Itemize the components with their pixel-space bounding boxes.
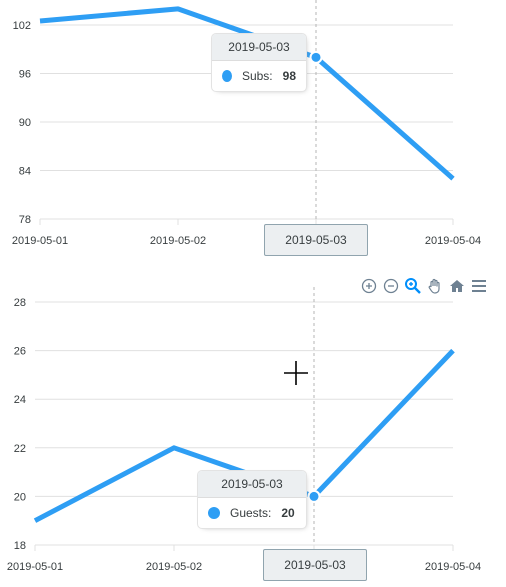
- tooltip-value: 20: [281, 506, 295, 520]
- tooltip-body: Subs: 98: [212, 61, 306, 91]
- y-tick-label: 26: [14, 346, 26, 358]
- x-tick-label: 2019-05-02: [150, 235, 206, 247]
- pan-hand-icon[interactable]: [426, 277, 444, 295]
- tooltip-body: Guests: 20: [198, 498, 306, 528]
- y-tick-label: 96: [19, 69, 31, 81]
- x-axis-tooltip: 2019-05-03: [263, 549, 367, 581]
- y-tick-label: 18: [14, 540, 26, 552]
- zoom-out-icon[interactable]: [382, 277, 400, 295]
- y-tick-label: 28: [14, 297, 26, 309]
- tooltip-series-label: Guests:: [230, 506, 272, 520]
- x-tick-label: 2019-05-04: [425, 561, 481, 573]
- tooltip-title: 2019-05-03: [212, 34, 306, 61]
- y-tick-label: 24: [14, 394, 26, 406]
- x-tick-label: 2019-05-04: [425, 235, 481, 247]
- menu-icon[interactable]: [470, 277, 488, 295]
- subs-line-chart[interactable]: 78 84 90 96 102 2019-05-01 2019-05-02 2019-05-…: [0, 0, 506, 262]
- y-axis-ticks: 18 20 22 24 26 28: [14, 297, 26, 552]
- grid-lines: [40, 24, 453, 220]
- hover-point-marker[interactable]: [309, 50, 323, 64]
- subs-tooltip: 2019-05-03 Subs: 98: [211, 33, 307, 92]
- series-marker-icon: [208, 507, 220, 519]
- x-tick-label: 2019-05-02: [146, 561, 202, 573]
- selection-zoom-icon[interactable]: [404, 277, 422, 295]
- grid-lines: [35, 301, 453, 546]
- zoom-in-icon[interactable]: [360, 277, 378, 295]
- crosshair-cursor-icon: [284, 361, 308, 385]
- tooltip-title: 2019-05-03: [198, 471, 306, 498]
- y-tick-label: 102: [13, 20, 31, 32]
- x-tick-label: 2019-05-01: [7, 561, 63, 573]
- hover-point-marker[interactable]: [307, 489, 321, 503]
- y-tick-label: 22: [14, 443, 26, 455]
- guests-tooltip: 2019-05-03 Guests: 20: [197, 470, 307, 529]
- tooltip-series-label: Subs:: [241, 69, 273, 83]
- y-tick-label: 84: [19, 166, 31, 178]
- y-tick-label: 78: [19, 214, 31, 226]
- y-axis-ticks: 78 84 90 96 102: [13, 20, 31, 226]
- tooltip-value: 98: [282, 69, 296, 83]
- series-marker-icon: [222, 70, 232, 82]
- x-axis-tooltip: 2019-05-03: [264, 224, 368, 256]
- chart-toolbar: [360, 277, 488, 295]
- guests-line-chart[interactable]: 18 20 22 24 26 28 2019-05-01 2019-05-02 2019-05…: [0, 287, 506, 587]
- reset-home-icon[interactable]: [448, 277, 466, 295]
- x-tick-label: 2019-05-01: [12, 235, 68, 247]
- y-tick-label: 90: [19, 117, 31, 129]
- y-tick-label: 20: [14, 491, 26, 503]
